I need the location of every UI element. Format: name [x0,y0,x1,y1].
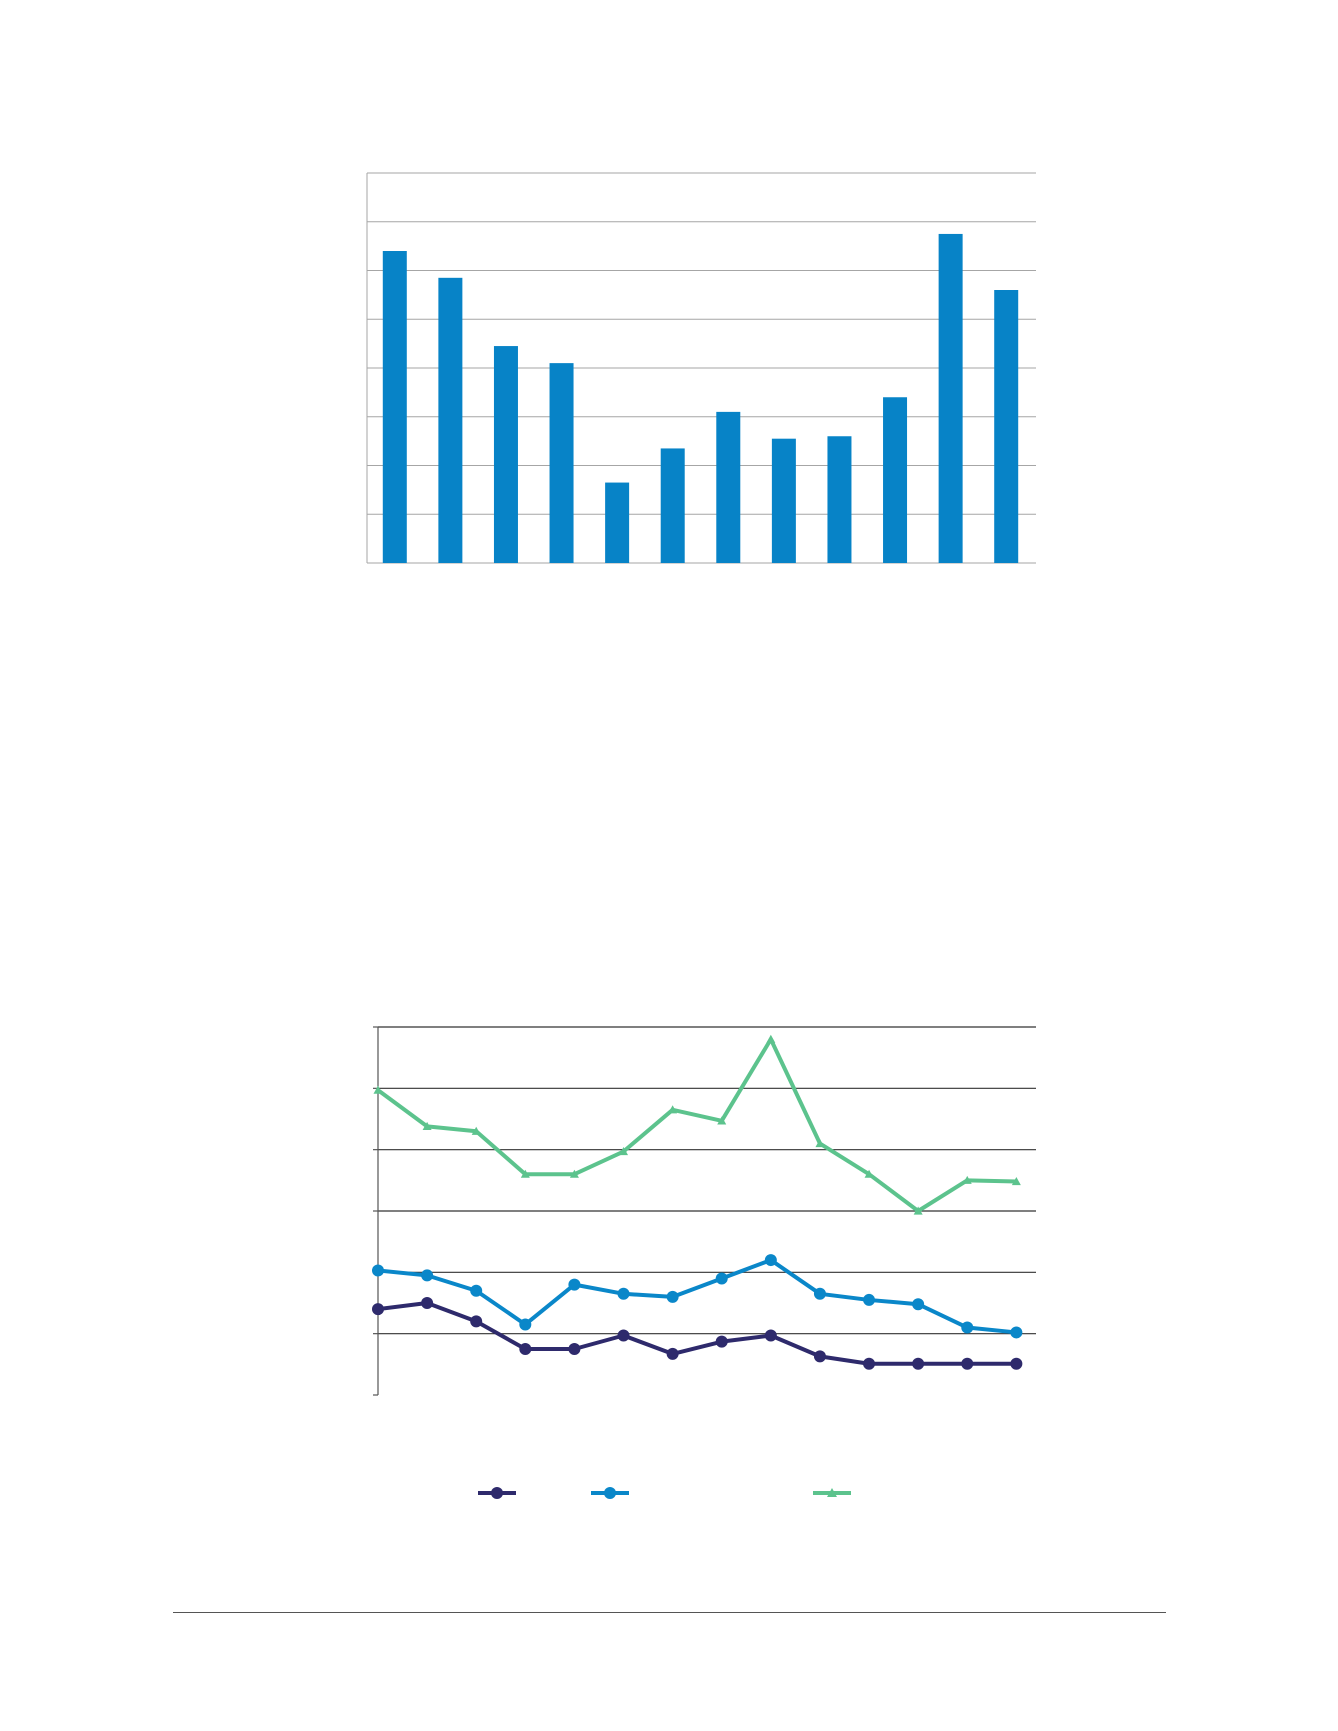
series-point [470,1284,483,1297]
legend-item [478,1487,516,1499]
series-point [1010,1357,1023,1370]
bar [660,448,685,563]
series-point [764,1329,777,1342]
series-point [912,1357,925,1370]
bar [827,436,852,563]
series-point [1010,1326,1023,1339]
series-point [715,1272,728,1285]
series-point [568,1343,581,1355]
legend-item [813,1488,851,1497]
legend-marker [604,1487,616,1499]
series-point [766,1034,776,1043]
footer-divider [173,1612,1166,1613]
bar [716,411,741,563]
series-point [519,1318,532,1331]
bar [605,482,630,563]
series-line [377,1258,1017,1335]
bar [493,346,518,563]
bar [382,251,407,563]
legend-marker [491,1487,503,1499]
series-point [912,1298,925,1311]
bar [994,290,1019,563]
series-point [715,1335,728,1348]
series-point [372,1264,384,1277]
series-point [617,1329,630,1342]
series-point [864,1169,874,1178]
series-line [376,1037,1017,1213]
series-point [913,1206,923,1215]
series-point [373,1085,383,1094]
series-point [717,1116,727,1125]
series-point [863,1357,876,1370]
series-point [1011,1177,1021,1186]
bar [438,277,463,563]
series-point [421,1297,434,1309]
series-point [666,1347,679,1360]
series-point [372,1303,384,1316]
legend-marker [827,1488,837,1497]
bar [771,438,796,563]
series-point [470,1315,483,1328]
series-point [813,1350,826,1363]
line-chart-legend [0,1478,1338,1508]
series-point [668,1105,678,1114]
series-point [519,1343,532,1355]
bar [549,363,574,563]
series-point [520,1169,530,1178]
series-point [569,1169,579,1178]
series-point [421,1269,434,1282]
series-point [863,1293,876,1306]
series-point [619,1147,629,1156]
series-point [666,1290,679,1303]
series-point [961,1321,974,1334]
series-point [962,1175,972,1184]
series-point [422,1121,432,1130]
series-point [471,1126,481,1135]
bar [883,397,908,563]
series-point [961,1357,974,1370]
series-point [813,1287,826,1300]
bar [938,233,963,563]
series-point [617,1287,630,1300]
legend-item [591,1487,629,1499]
series-point [815,1139,825,1148]
series-point [764,1254,777,1267]
series-line [377,1301,1017,1366]
series-point [568,1278,581,1291]
bar-chart [366,172,1036,564]
